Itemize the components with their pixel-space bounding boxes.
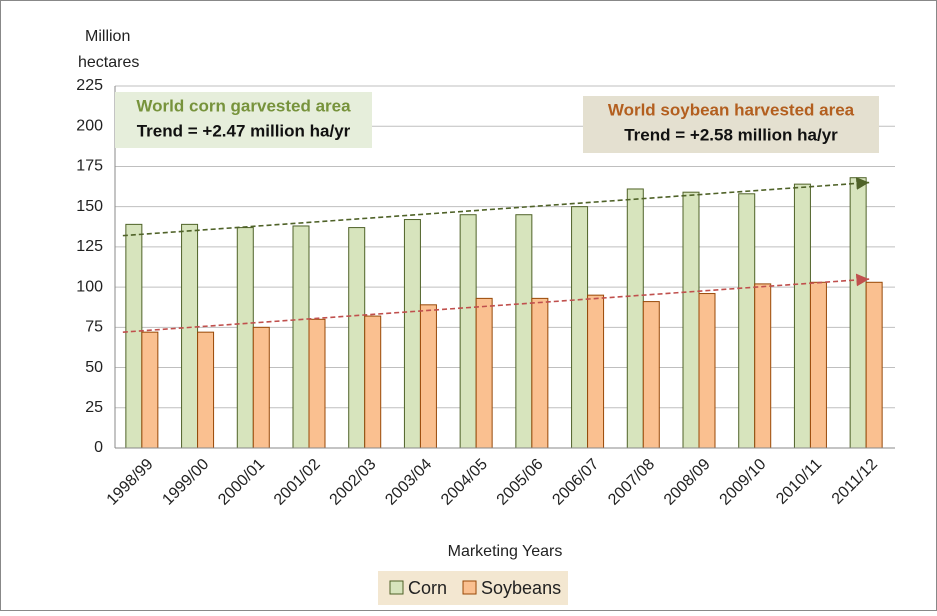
bar <box>308 318 326 449</box>
bar <box>626 188 644 449</box>
annotation-text: Trend = +2.47 million ha/yr <box>137 121 351 140</box>
legend-label: Corn <box>408 578 447 598</box>
bar <box>865 281 883 449</box>
y-tick-label: 25 <box>85 399 103 416</box>
bar <box>849 177 867 449</box>
annotation-title: World corn garvested area <box>136 96 351 115</box>
y-tick-label: 225 <box>76 77 103 94</box>
y-tick-label: 50 <box>85 359 103 376</box>
trend-line <box>122 177 870 237</box>
annotation-text: Trend = +2.58 million ha/yr <box>624 125 838 144</box>
bar <box>292 225 310 449</box>
bar <box>793 183 811 449</box>
y-tick-label: 75 <box>85 319 103 336</box>
bar <box>475 297 493 449</box>
bar <box>571 206 589 449</box>
annotation-box <box>583 96 879 153</box>
bar <box>419 304 437 449</box>
y-axis-label: Million <box>85 28 130 45</box>
y-tick-label: 200 <box>76 117 103 134</box>
bar <box>587 294 605 449</box>
y-tick-label: 175 <box>76 158 103 175</box>
bar <box>642 301 660 449</box>
y-tick-label: 125 <box>76 238 103 255</box>
bar <box>515 214 533 449</box>
bar <box>125 223 143 449</box>
annotation-title: World soybean harvested area <box>608 100 855 119</box>
bar <box>197 331 215 449</box>
bar <box>348 227 366 449</box>
bar <box>252 326 270 449</box>
bar <box>459 214 477 449</box>
bar <box>809 281 827 449</box>
annotation-box <box>115 92 372 148</box>
bar <box>364 315 382 449</box>
bar <box>236 227 254 449</box>
bar <box>141 331 159 449</box>
y-tick-label: 150 <box>76 198 103 215</box>
bar <box>403 219 421 449</box>
y-tick-label: 100 <box>76 278 103 295</box>
bar <box>754 283 772 449</box>
y-axis-label: hectares <box>78 54 139 71</box>
bar <box>181 223 199 449</box>
trend-line <box>122 273 870 333</box>
bar <box>531 297 549 449</box>
legend-label: Soybeans <box>481 578 561 598</box>
y-tick-label: 0 <box>94 439 103 456</box>
bar <box>738 193 756 449</box>
legend-swatch <box>389 580 404 595</box>
x-axis-label: Marketing Years <box>448 543 563 560</box>
legend-swatch <box>462 580 477 595</box>
bar <box>682 191 700 449</box>
bar <box>698 293 716 449</box>
